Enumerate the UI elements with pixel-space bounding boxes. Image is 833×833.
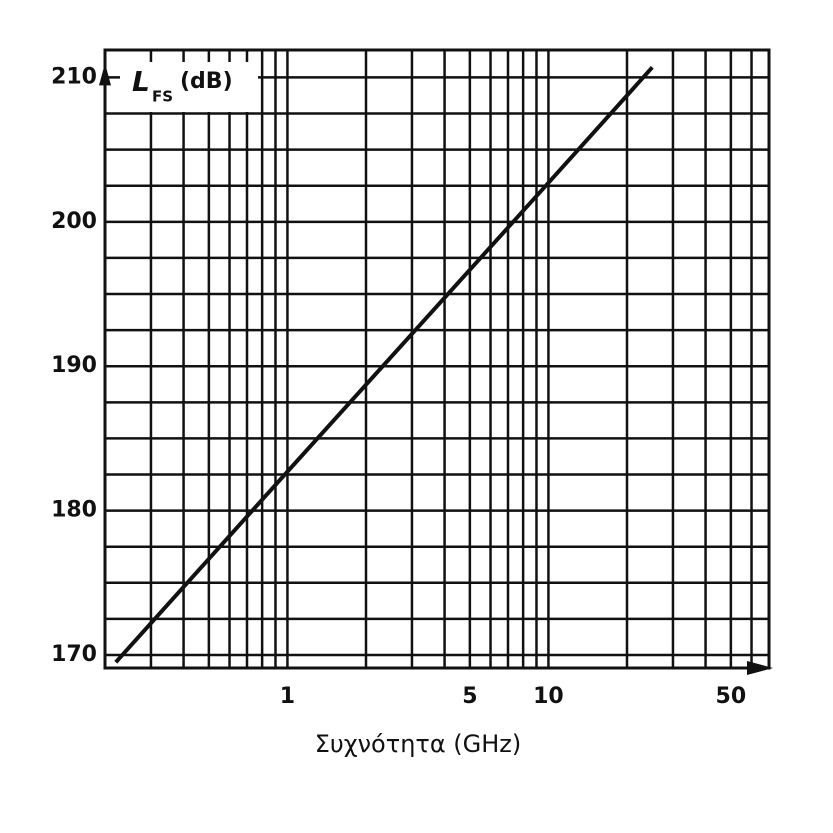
y-tick-label: 210: [51, 64, 97, 89]
y-label-subscript: FS: [152, 88, 173, 106]
y-label-unit: (dB): [180, 69, 233, 94]
y-axis-arrow: [99, 63, 111, 86]
y-label-symbol: L: [132, 65, 150, 98]
x-tick-label: 50: [716, 684, 747, 709]
y-tick-label: 190: [51, 353, 97, 378]
y-axis-label: L FS (dB): [120, 62, 258, 112]
y-tick-label: 170: [51, 642, 97, 667]
plot-frame: [103, 48, 771, 670]
x-axis-label: Συχνότητα (GHz): [315, 730, 522, 758]
x-tick-label: 10: [533, 684, 564, 709]
data-line: [114, 65, 654, 664]
y-tick-label: 180: [51, 498, 97, 523]
y-tick-label: 200: [51, 209, 97, 234]
x-tick-label: 1: [280, 684, 295, 709]
x-tick-label: 5: [462, 684, 477, 709]
x-axis-arrow: [747, 661, 773, 675]
label-background: [120, 62, 258, 112]
